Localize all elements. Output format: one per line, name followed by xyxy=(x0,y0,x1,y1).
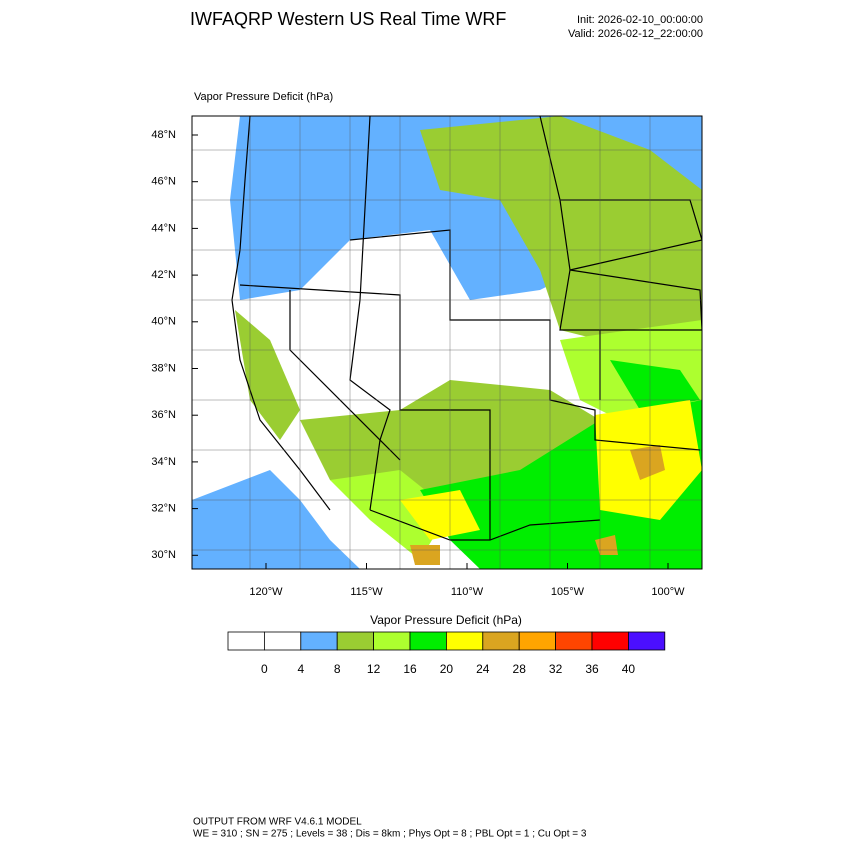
lon-label: 110°W xyxy=(451,586,484,598)
colorbar-swatch xyxy=(263,631,302,651)
colorbar-title: Vapor Pressure Deficit (hPa) xyxy=(370,613,522,627)
colorbar-swatch xyxy=(555,631,593,651)
colorbar-label: 32 xyxy=(549,662,563,676)
colorbar-label: 12 xyxy=(367,662,381,676)
lat-label: 48°N xyxy=(151,129,176,141)
lat-label: 38°N xyxy=(151,362,176,374)
colorbar-label: 24 xyxy=(476,662,490,676)
colorbar-label: 8 xyxy=(334,662,341,676)
lon-label: 100°W xyxy=(651,586,685,598)
map-label: Vapor Pressure Deficit (hPa) xyxy=(194,91,333,103)
colorbar-label: 40 xyxy=(622,662,636,676)
colorbar-swatch xyxy=(518,631,557,651)
colorbar-label: 20 xyxy=(440,662,454,676)
lat-label: 40°N xyxy=(151,316,176,328)
lat-label: 46°N xyxy=(151,176,176,188)
lat-label: 42°N xyxy=(151,269,176,281)
colorbar-swatch xyxy=(227,631,265,651)
init-time: Init: 2026-02-10_00:00:00 xyxy=(577,14,703,26)
colorbar-swatch xyxy=(336,631,375,651)
colorbar-label: 16 xyxy=(403,662,417,676)
lon-label: 105°W xyxy=(551,586,585,598)
colorbar-swatch xyxy=(591,631,629,651)
colorbar-label: 4 xyxy=(297,662,304,676)
colorbar-swatch xyxy=(628,631,666,651)
colorbar-swatch xyxy=(373,631,411,651)
valid-time: Valid: 2026-02-12_22:00:00 xyxy=(568,28,703,40)
lon-label: 120°W xyxy=(249,586,283,598)
footer-line: OUTPUT FROM WRF V4.6.1 MODEL xyxy=(193,817,362,828)
lat-label: 36°N xyxy=(151,409,176,421)
lat-label: 34°N xyxy=(151,456,176,468)
colorbar-label: 36 xyxy=(585,662,599,676)
footer-line: WE = 310 ; SN = 275 ; Levels = 38 ; Dis … xyxy=(193,829,587,840)
colorbar-label: 0 xyxy=(261,662,268,676)
lon-label: 115°W xyxy=(350,586,383,598)
colorbar-swatch xyxy=(445,631,484,651)
lat-label: 44°N xyxy=(151,222,176,234)
colorbar-label: 28 xyxy=(513,662,527,676)
lat-label: 30°N xyxy=(151,549,176,561)
map xyxy=(191,115,703,570)
lat-label: 32°N xyxy=(151,503,176,515)
colorbar-swatch xyxy=(409,631,447,651)
colorbar-swatch xyxy=(482,631,520,651)
title: IWFAQRP Western US Real Time WRF xyxy=(190,9,506,29)
colorbar-swatch xyxy=(300,631,338,651)
